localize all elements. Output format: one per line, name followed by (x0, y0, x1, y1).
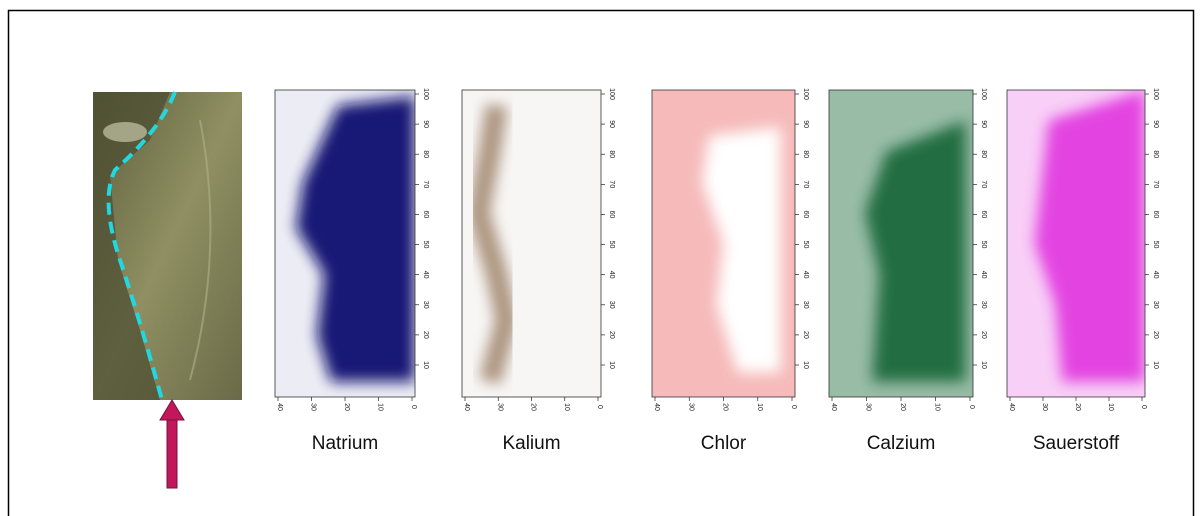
x-tick-label: 40 (830, 403, 837, 411)
x-tick-label: 20 (530, 403, 537, 411)
panel-label: Chlor (701, 433, 747, 454)
y-tick-label: 30 (980, 301, 987, 309)
panel-label: Natrium (312, 433, 379, 454)
map-body (462, 90, 601, 397)
y-tick-label: 10 (980, 361, 987, 369)
y-tick-label: 40 (1152, 271, 1159, 279)
photo (93, 91, 242, 401)
x-tick-label: 20 (343, 403, 350, 411)
y-tick-label: 100 (422, 88, 429, 100)
y-tick-label: 70 (1152, 180, 1159, 188)
y-tick-label: 50 (1152, 241, 1159, 249)
y-tick-label: 10 (422, 361, 429, 369)
x-tick-label: 30 (310, 403, 317, 411)
y-tick-label: 70 (608, 180, 615, 188)
y-tick-label: 20 (1152, 331, 1159, 339)
y-tick-label: 20 (608, 331, 615, 339)
y-tick-label: 40 (608, 271, 615, 279)
y-tick-label: 50 (980, 241, 987, 249)
y-tick-label: 90 (1152, 120, 1159, 128)
y-tick-label: 60 (422, 211, 429, 219)
x-tick-label: 0 (596, 405, 603, 409)
y-tick-label: 40 (422, 271, 429, 279)
x-tick-label: 40 (1008, 403, 1015, 411)
panel-label: Sauerstoff (1033, 433, 1120, 454)
y-tick-label: 80 (802, 150, 809, 158)
x-tick-label: 20 (899, 403, 906, 411)
arrow (159, 399, 185, 489)
x-tick-label: 10 (563, 403, 570, 411)
x-tick-label: 30 (496, 403, 503, 411)
y-tick-label: 80 (422, 150, 429, 158)
x-tick-label: 0 (410, 405, 417, 409)
frame (7, 9, 1195, 516)
x-tick-label: 10 (756, 403, 763, 411)
x-tick-label: 30 (1041, 403, 1048, 411)
y-tick-label: 30 (608, 301, 615, 309)
x-tick-label: 20 (1074, 403, 1081, 411)
x-tick-label: 40 (463, 403, 470, 411)
x-tick-label: 30 (687, 403, 694, 411)
panel-label: Kalium (502, 433, 560, 454)
x-tick-label: 10 (377, 403, 384, 411)
y-tick-label: 70 (802, 180, 809, 188)
y-tick-label: 10 (802, 361, 809, 369)
x-tick-label: 10 (1107, 403, 1114, 411)
map-body (1007, 90, 1145, 397)
y-tick-label: 40 (802, 271, 809, 279)
map-body (652, 90, 795, 397)
y-tick-label: 70 (980, 180, 987, 188)
map-band (467, 103, 518, 385)
y-tick-label: 40 (980, 271, 987, 279)
y-tick-label: 30 (802, 301, 809, 309)
y-tick-label: 90 (802, 120, 809, 128)
y-tick-label: 20 (802, 331, 809, 339)
map-region (1034, 90, 1145, 382)
y-tick-label: 50 (608, 241, 615, 249)
map-body (829, 90, 973, 397)
y-tick-label: 30 (422, 301, 429, 309)
y-tick-label: 100 (608, 88, 615, 100)
y-tick-label: 100 (1152, 88, 1159, 100)
x-tick-label: 10 (934, 403, 941, 411)
y-tick-label: 100 (980, 88, 987, 100)
x-tick-label: 40 (653, 403, 660, 411)
y-tick-label: 90 (608, 120, 615, 128)
y-tick-label: 100 (802, 88, 809, 100)
y-tick-label: 70 (422, 180, 429, 188)
x-tick-label: 40 (276, 403, 283, 411)
x-tick-label: 0 (1140, 405, 1147, 409)
x-tick-label: 30 (865, 403, 872, 411)
y-tick-label: 60 (980, 211, 987, 219)
y-tick-label: 90 (422, 120, 429, 128)
y-tick-label: 10 (608, 361, 615, 369)
y-tick-label: 20 (422, 331, 429, 339)
y-tick-label: 30 (1152, 301, 1159, 309)
map-region (296, 96, 415, 382)
y-tick-label: 60 (802, 211, 809, 219)
y-tick-label: 10 (1152, 361, 1159, 369)
y-tick-label: 60 (608, 211, 615, 219)
x-tick-label: 20 (722, 403, 729, 411)
y-tick-label: 60 (1152, 211, 1159, 219)
y-tick-label: 80 (1152, 150, 1159, 158)
y-tick-label: 50 (422, 241, 429, 249)
map-region (865, 120, 966, 382)
panel-label: Calzium (867, 433, 936, 454)
y-tick-label: 80 (980, 150, 987, 158)
y-tick-label: 50 (802, 241, 809, 249)
x-tick-label: 0 (968, 405, 975, 409)
map-region (702, 126, 781, 373)
x-tick-label: 0 (790, 405, 797, 409)
y-tick-label: 80 (608, 150, 615, 158)
y-tick-label: 20 (980, 331, 987, 339)
map-body (275, 90, 415, 397)
y-tick-label: 90 (980, 120, 987, 128)
